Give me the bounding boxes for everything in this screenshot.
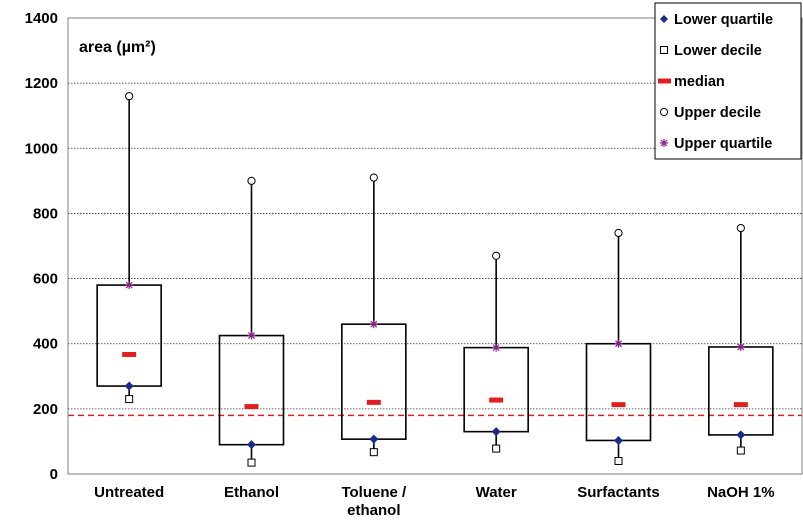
legend-upper-quartile-symbol (660, 139, 668, 147)
legend-label: Lower decile (674, 43, 762, 59)
lower-quartile-marker (124, 381, 134, 391)
upper-quartile-marker (125, 281, 134, 290)
y-tick-label: 1000 (25, 140, 58, 157)
median-marker (611, 402, 626, 408)
y-tick-label: 600 (33, 271, 58, 288)
median-marker (489, 397, 504, 403)
y-axis-unit-label: area (µm²) (79, 39, 156, 56)
upper-quartile-marker (736, 342, 745, 351)
legend-box (654, 2, 802, 160)
lower-quartile-marker (491, 427, 501, 437)
upper-decile-marker (247, 176, 256, 185)
upper-decile-marker (492, 251, 501, 260)
box-group (463, 251, 529, 453)
upper-quartile-marker (369, 320, 378, 329)
upper-decile-marker (369, 173, 378, 182)
lower-decile-marker (736, 446, 745, 455)
upper-decile-marker (125, 92, 134, 101)
boxes (96, 92, 774, 467)
legend-lower-decile-symbol (660, 46, 668, 54)
lower-quartile-marker (369, 434, 379, 444)
lower-decile-marker (125, 395, 134, 404)
lower-decile-marker (492, 444, 501, 453)
x-axis-categories: Untreated Ethanol Toluene / ethanol Water Sur… (94, 484, 774, 519)
x-category-line: Toluene / (341, 484, 407, 501)
legend-label: Lower quartile (674, 12, 773, 28)
y-tick-label: 1400 (25, 10, 58, 27)
lower-decile-marker (369, 448, 378, 457)
x-category-line: ethanol (347, 502, 400, 519)
x-category-label: Ethanol (224, 484, 279, 501)
legend-label: Upper quartile (674, 136, 772, 152)
y-tick-label: 400 (33, 336, 58, 353)
y-tick-label: 0 (50, 466, 58, 483)
star-stroke (660, 139, 668, 147)
x-category-label: Water (476, 484, 517, 501)
star-stroke (737, 343, 745, 351)
upper-decile-marker (736, 223, 745, 233)
x-category-line: Untreated (94, 484, 164, 501)
star-stroke (248, 332, 255, 339)
x-category-line: Water (476, 484, 517, 501)
y-tick-label: 200 (33, 401, 58, 418)
x-category-line: Ethanol (224, 484, 279, 501)
box-group (341, 173, 407, 457)
lower-decile-marker (614, 456, 623, 465)
box-group (585, 228, 652, 465)
x-category-label: Untreated (94, 484, 164, 501)
upper-quartile-marker (614, 339, 623, 348)
star-stroke (370, 320, 378, 328)
star-stroke (615, 340, 622, 348)
x-category-label: Surfactants (577, 484, 660, 501)
legend-label: Upper decile (674, 105, 761, 121)
star-stroke (125, 281, 133, 289)
y-tick-label: 1200 (25, 75, 58, 92)
lower-decile-marker (247, 458, 256, 467)
upper-quartile-marker (247, 331, 256, 340)
legend-upper-decile-symbol (659, 107, 669, 117)
y-tick-label: 800 (33, 205, 58, 222)
median-marker (366, 399, 381, 405)
box-group (96, 92, 162, 404)
x-category-label: NaOH 1% (707, 484, 775, 501)
lower-quartile-marker (614, 435, 623, 445)
lower-quartile-marker (247, 440, 256, 450)
box-group (708, 223, 774, 455)
x-category-line: NaOH 1% (707, 484, 775, 501)
star-stroke (492, 344, 500, 352)
x-category-line: Surfactants (577, 484, 660, 501)
median-marker (244, 404, 259, 410)
x-category-label: Toluene / ethanol (341, 484, 407, 519)
lower-quartile-marker (736, 430, 746, 440)
median-marker (733, 402, 748, 408)
legend: Lower quartile Lower decile median Upper de… (654, 2, 802, 160)
median-marker (122, 351, 137, 357)
upper-quartile-marker (492, 343, 501, 352)
plot-area-frame (67, 17, 803, 475)
upper-decile-marker (614, 228, 623, 238)
box-group (218, 176, 285, 467)
legend-lower-quartile-symbol (660, 15, 668, 23)
legend-label: median (674, 74, 725, 90)
y-axis-ticks: 0 200 400 600 800 1000 1200 1400 (25, 10, 58, 483)
legend-median-symbol (658, 78, 671, 84)
